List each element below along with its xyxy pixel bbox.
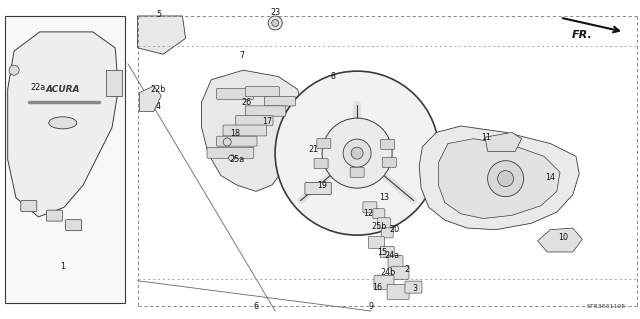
Polygon shape bbox=[419, 126, 579, 230]
Text: 22b: 22b bbox=[150, 85, 166, 94]
FancyBboxPatch shape bbox=[381, 228, 393, 238]
Circle shape bbox=[223, 138, 231, 146]
Circle shape bbox=[9, 65, 19, 75]
Circle shape bbox=[343, 139, 371, 167]
Text: 10: 10 bbox=[558, 233, 568, 242]
Text: 24a: 24a bbox=[384, 251, 399, 260]
Text: 16: 16 bbox=[372, 283, 383, 292]
Text: 1: 1 bbox=[60, 262, 65, 271]
Bar bbox=[5, 16, 125, 303]
Text: 11: 11 bbox=[481, 133, 492, 142]
Text: 18: 18 bbox=[230, 130, 241, 138]
Circle shape bbox=[322, 118, 392, 188]
FancyBboxPatch shape bbox=[391, 266, 409, 279]
FancyBboxPatch shape bbox=[378, 218, 390, 229]
Polygon shape bbox=[538, 228, 582, 252]
FancyBboxPatch shape bbox=[387, 284, 409, 300]
FancyBboxPatch shape bbox=[47, 210, 63, 221]
Polygon shape bbox=[485, 132, 522, 152]
FancyBboxPatch shape bbox=[317, 138, 331, 149]
Polygon shape bbox=[140, 86, 161, 112]
FancyBboxPatch shape bbox=[388, 256, 403, 268]
FancyBboxPatch shape bbox=[207, 147, 254, 158]
FancyBboxPatch shape bbox=[245, 106, 286, 116]
Circle shape bbox=[228, 155, 235, 161]
Text: 14: 14 bbox=[545, 173, 556, 182]
Polygon shape bbox=[8, 32, 118, 217]
Text: 26: 26 bbox=[241, 98, 252, 107]
FancyBboxPatch shape bbox=[350, 167, 364, 177]
Text: 25b: 25b bbox=[371, 222, 387, 231]
FancyBboxPatch shape bbox=[314, 159, 328, 168]
Circle shape bbox=[268, 16, 282, 30]
Circle shape bbox=[488, 161, 524, 197]
FancyBboxPatch shape bbox=[236, 115, 273, 125]
FancyBboxPatch shape bbox=[66, 220, 82, 231]
Text: 15: 15 bbox=[377, 248, 387, 256]
Text: ST8383110E: ST8383110E bbox=[587, 304, 626, 309]
Circle shape bbox=[275, 71, 439, 235]
Text: 8: 8 bbox=[330, 72, 335, 81]
Polygon shape bbox=[138, 16, 186, 54]
Text: 7: 7 bbox=[239, 51, 244, 60]
Text: 20: 20 bbox=[390, 225, 400, 234]
FancyBboxPatch shape bbox=[20, 201, 36, 211]
Text: 5: 5 bbox=[156, 10, 161, 19]
FancyBboxPatch shape bbox=[380, 247, 394, 257]
Text: 12: 12 bbox=[363, 209, 373, 218]
FancyBboxPatch shape bbox=[216, 88, 254, 99]
Text: 4: 4 bbox=[156, 102, 161, 111]
FancyBboxPatch shape bbox=[363, 202, 377, 213]
Circle shape bbox=[498, 171, 514, 187]
FancyBboxPatch shape bbox=[264, 96, 296, 106]
FancyBboxPatch shape bbox=[305, 182, 332, 195]
Text: 17: 17 bbox=[262, 117, 272, 126]
Text: 21: 21 bbox=[308, 145, 319, 154]
Text: 9: 9 bbox=[369, 302, 374, 311]
FancyBboxPatch shape bbox=[245, 87, 280, 97]
Text: ACURA: ACURA bbox=[45, 85, 80, 94]
FancyBboxPatch shape bbox=[369, 236, 384, 249]
Polygon shape bbox=[438, 139, 560, 219]
Text: 6: 6 bbox=[253, 302, 259, 311]
FancyBboxPatch shape bbox=[374, 275, 394, 289]
Text: 24b: 24b bbox=[380, 268, 396, 277]
Text: 3: 3 bbox=[412, 284, 417, 293]
FancyBboxPatch shape bbox=[373, 209, 385, 219]
FancyBboxPatch shape bbox=[405, 281, 422, 293]
Polygon shape bbox=[202, 70, 304, 191]
Text: 19: 19 bbox=[317, 181, 327, 189]
FancyBboxPatch shape bbox=[382, 157, 396, 167]
Text: 25a: 25a bbox=[230, 155, 245, 164]
Ellipse shape bbox=[49, 117, 77, 129]
FancyBboxPatch shape bbox=[216, 136, 257, 146]
Circle shape bbox=[351, 147, 363, 159]
FancyBboxPatch shape bbox=[223, 125, 267, 136]
FancyBboxPatch shape bbox=[381, 139, 395, 149]
Circle shape bbox=[272, 19, 278, 26]
Text: 2: 2 bbox=[404, 265, 410, 274]
Polygon shape bbox=[106, 70, 122, 96]
Text: 23: 23 bbox=[270, 8, 280, 17]
Text: 22a: 22a bbox=[31, 83, 46, 92]
Text: FR.: FR. bbox=[572, 30, 593, 40]
Text: 13: 13 bbox=[379, 193, 389, 202]
